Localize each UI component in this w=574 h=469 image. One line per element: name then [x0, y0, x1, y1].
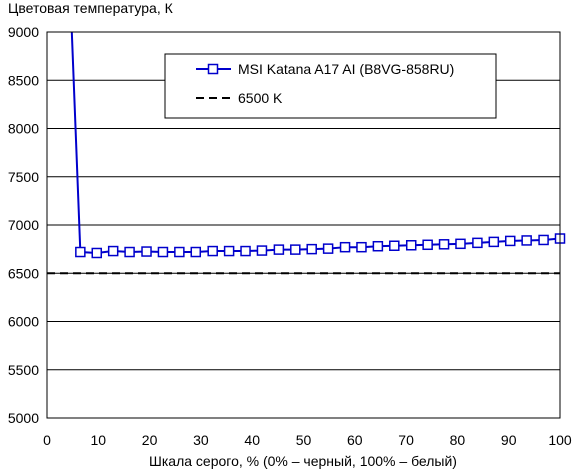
series-msi-point — [339, 241, 351, 253]
y-tick-label: 8000 — [8, 121, 39, 137]
series-msi-point — [438, 239, 450, 250]
plot-frame — [46, 31, 561, 419]
legend-label-6500k: 6500 K — [238, 90, 283, 106]
series-msi-point — [75, 246, 86, 258]
x-tick-label: 0 — [43, 432, 51, 448]
series-msi-point — [504, 235, 516, 247]
y-tick-label: 8500 — [8, 72, 39, 88]
series-msi-point — [273, 244, 285, 255]
y-tick-label: 6000 — [8, 314, 39, 330]
series-msi-point — [306, 243, 317, 255]
series-msi-point — [107, 245, 119, 257]
series-msi-point — [290, 244, 301, 255]
series-msi-point — [256, 245, 268, 256]
x-axis-label: Шкала серого, % (0% – черный, 100% – бел… — [149, 453, 457, 469]
series-msi-point — [141, 246, 152, 257]
series-msi-point — [240, 245, 251, 257]
series-msi-point — [389, 240, 400, 251]
legend-series-marker-msi — [207, 63, 219, 75]
x-tick-label: 70 — [398, 432, 414, 448]
series-msi-point — [223, 245, 235, 257]
x-tick-label: 60 — [347, 432, 363, 448]
legend: MSI Katana A17 AI (B8VG-858RU) 6500 K — [164, 53, 497, 119]
series-msi-point — [91, 247, 103, 259]
series-msi-point — [521, 235, 532, 246]
x-tick-label: 80 — [450, 432, 466, 448]
series-msi-point — [190, 246, 202, 258]
legend-box — [164, 53, 497, 119]
series-msi-point — [538, 234, 549, 246]
series-msi-point — [455, 238, 466, 250]
series-msi-point — [356, 241, 367, 253]
series-msi-point — [422, 239, 433, 251]
y-tick-label: 9000 — [8, 24, 39, 40]
y-tick-label: 7500 — [8, 169, 39, 185]
y-axis-label: Цветовая температура, К — [8, 0, 174, 16]
series-msi-point — [472, 237, 483, 249]
x-tick-label: 30 — [193, 432, 209, 448]
series-msi-point — [488, 236, 500, 248]
y-tick-label: 5000 — [8, 410, 39, 426]
x-tick-label: 50 — [296, 432, 312, 448]
series-msi-point — [372, 240, 384, 252]
x-tick-label: 100 — [548, 432, 572, 448]
series-msi-point — [157, 246, 169, 258]
series-msi-point — [174, 246, 185, 258]
y-tick-label: 5500 — [8, 362, 39, 378]
x-tick-label: 90 — [501, 432, 517, 448]
x-tick-label: 20 — [142, 432, 158, 448]
series-msi-point — [322, 243, 334, 254]
y-tick-label: 7000 — [8, 217, 39, 233]
series-msi-point — [207, 245, 218, 257]
y-tick-label: 6500 — [8, 265, 39, 281]
series-msi-point — [405, 240, 417, 251]
series-layer — [70, 32, 566, 259]
series-msi-point — [124, 246, 135, 258]
x-tick-label: 10 — [91, 432, 107, 448]
y-tick-labels: 5000 5500 6000 6500 7000 7500 8000 8500 9000 — [8, 24, 39, 426]
x-tick-label: 40 — [244, 432, 260, 448]
x-tick-labels: 0 10 20 30 40 50 60 70 80 90 100 — [43, 432, 572, 448]
legend-label-msi: MSI Katana A17 AI (B8VG-858RU) — [238, 61, 454, 77]
